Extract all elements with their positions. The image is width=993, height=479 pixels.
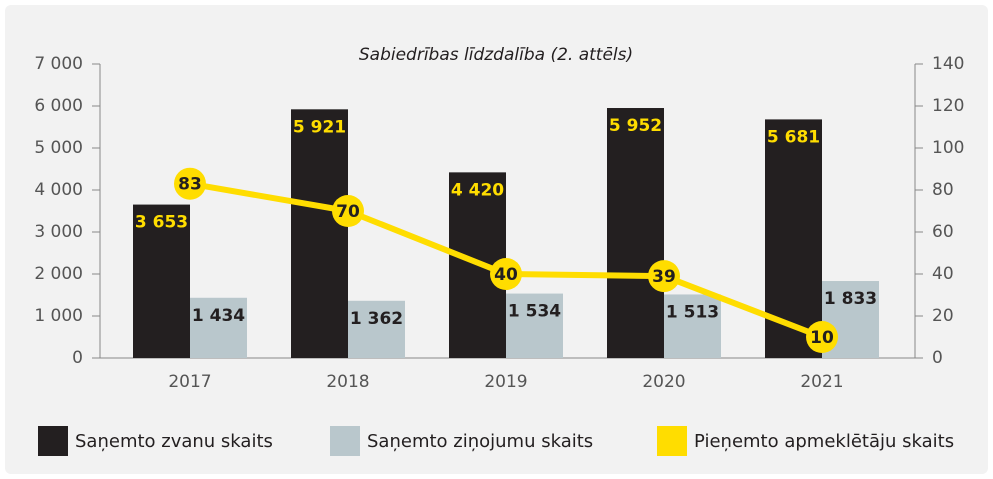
x-tick-label: 2020 (642, 372, 685, 392)
line-marker (490, 258, 522, 290)
y2-tick-label: 20 (932, 306, 954, 326)
bar-value-label: 5 921 (293, 117, 346, 137)
line-value-label: 83 (178, 175, 202, 195)
bar (765, 119, 822, 358)
bar (190, 297, 247, 358)
line-marker (174, 167, 206, 200)
bar-value-label: 3 653 (135, 213, 188, 233)
line-value-label: 10 (810, 328, 834, 348)
x-tick-label: 2021 (800, 372, 843, 392)
chart-title: Sabiedrības līdzdalība (2. attēls) (359, 45, 633, 65)
y2-tick-label: 120 (932, 96, 964, 116)
line-value-label: 70 (336, 202, 360, 222)
line-marker (648, 260, 680, 293)
line-marker (806, 321, 838, 353)
bar-value-label: 5 681 (767, 127, 820, 147)
y2-tick-label: 60 (932, 222, 954, 242)
bar-value-label: 1 362 (350, 309, 403, 329)
y-tick-label: 5 000 (34, 138, 83, 158)
y2-tick-label: 140 (932, 54, 964, 74)
bar-value-label: 1 833 (824, 289, 877, 309)
x-tick-label: 2017 (168, 372, 211, 392)
x-tick-label: 2018 (326, 372, 369, 392)
y2-tick-label: 100 (932, 138, 964, 158)
bar-value-label: 1 434 (192, 306, 245, 326)
bar-value-label: 1 513 (666, 302, 719, 322)
legend-swatch (330, 426, 360, 456)
bar (506, 293, 563, 358)
y-tick-label: 4 000 (34, 180, 83, 200)
y2-tick-label: 0 (932, 348, 943, 368)
y-tick-label: 6 000 (34, 96, 83, 116)
y2-tick-label: 80 (932, 180, 954, 200)
x-tick-label: 2019 (484, 372, 527, 392)
bar-value-label: 4 420 (451, 180, 504, 200)
legend-label: Saņemto zvanu skaits (75, 431, 273, 452)
legend-label: Saņemto ziņojumu skaits (367, 431, 593, 452)
bar (664, 294, 721, 358)
bar (133, 204, 190, 358)
legend-label: Pieņemto apmeklētāju skaits (694, 431, 954, 452)
bar-value-label: 1 534 (508, 302, 561, 322)
bar-value-label: 5 952 (609, 116, 662, 136)
y2-tick-label: 40 (932, 264, 954, 284)
y-tick-label: 3 000 (34, 222, 83, 242)
y-tick-label: 7 000 (34, 54, 83, 74)
bar (348, 300, 405, 358)
line-marker (332, 195, 364, 227)
y-tick-label: 0 (72, 348, 83, 368)
line-value-label: 40 (494, 265, 518, 285)
y-tick-label: 2 000 (34, 264, 83, 284)
bar (291, 109, 348, 359)
legend-swatch (38, 426, 68, 456)
line-value-label: 39 (652, 267, 676, 287)
bar (607, 108, 664, 359)
y-tick-label: 1 000 (34, 306, 83, 326)
legend-swatch (657, 426, 687, 456)
